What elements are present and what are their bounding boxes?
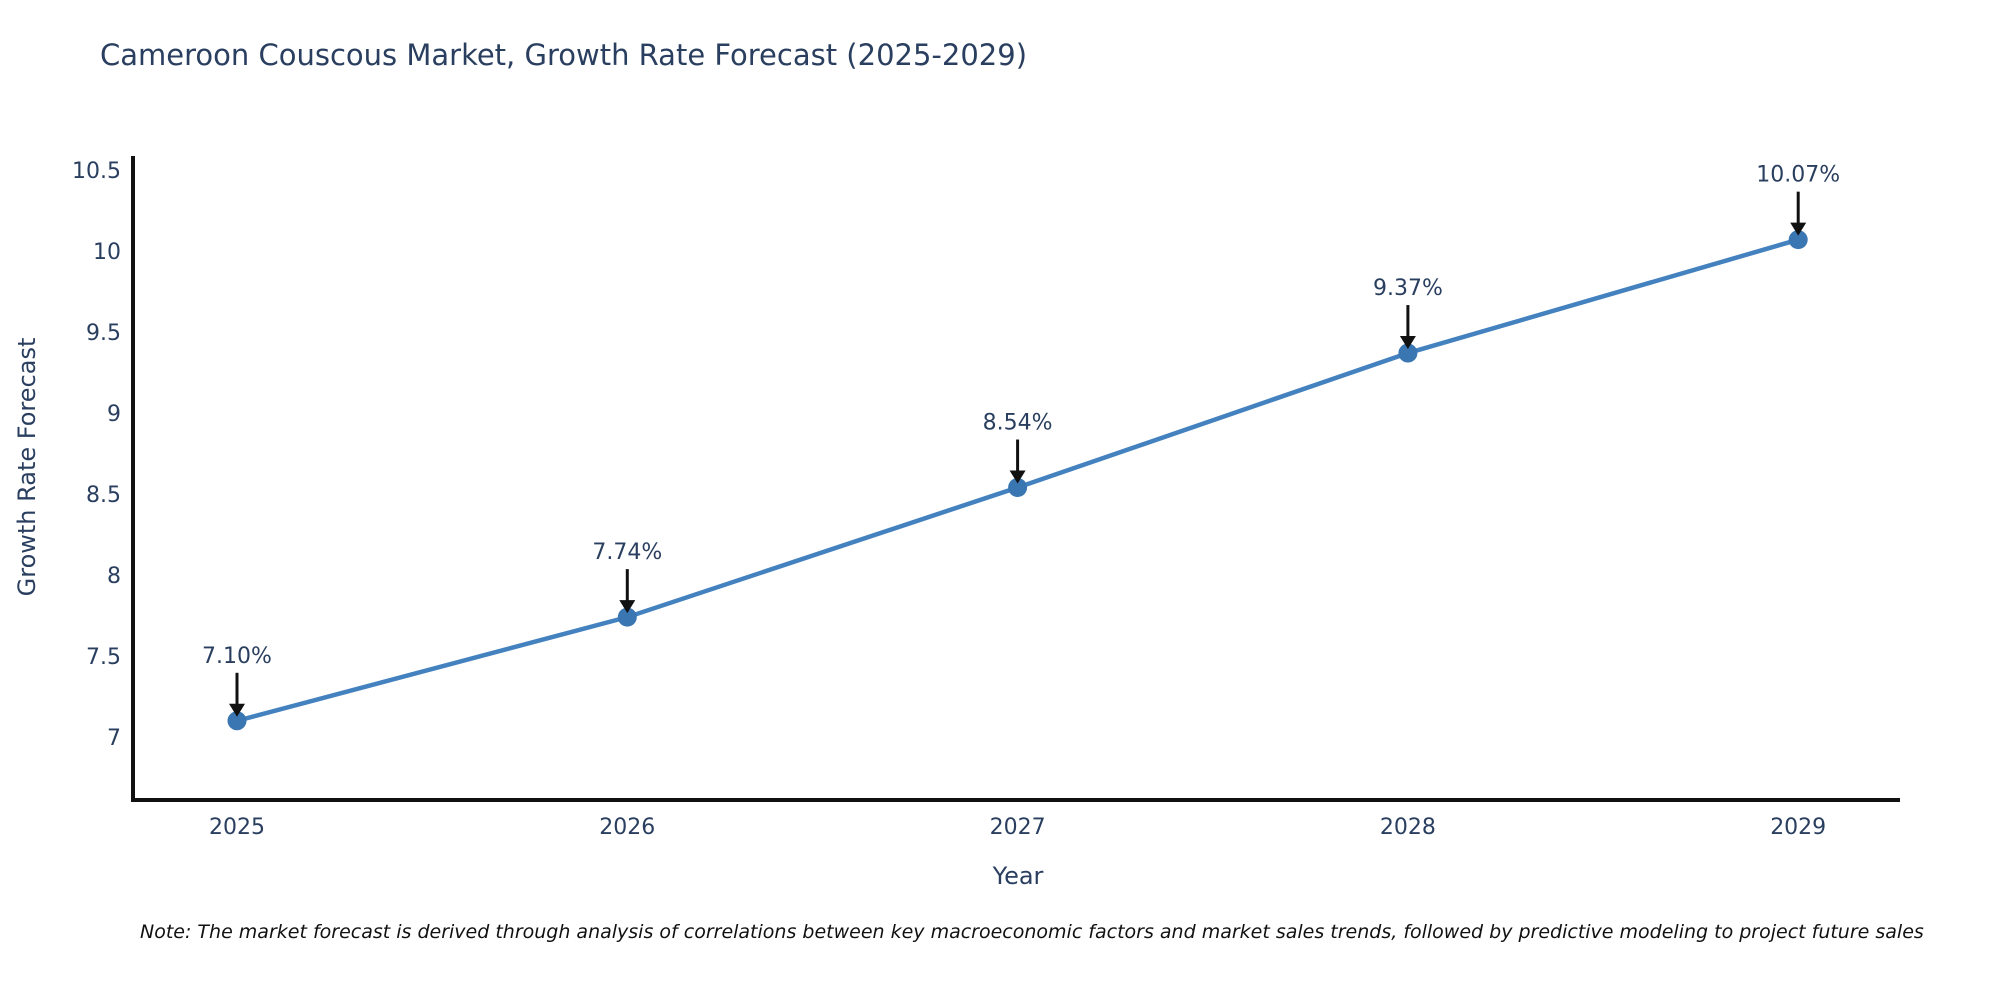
x-tick-label: 2029	[1770, 815, 1826, 840]
chart-note: Note: The market forecast is derived thr…	[140, 921, 1924, 943]
data-point-marker	[1788, 230, 1808, 250]
y-tick-label: 9.5	[86, 321, 121, 346]
data-point-label: 8.54%	[983, 411, 1053, 436]
y-tick-label: 8.5	[86, 483, 121, 508]
data-point-label: 7.10%	[202, 644, 272, 669]
annotation-arrowhead-icon	[1009, 470, 1026, 484]
x-tick-label: 2025	[209, 815, 265, 840]
y-tick-label: 10.5	[72, 159, 121, 184]
x-tick-label: 2026	[599, 815, 655, 840]
y-tick-label: 8	[107, 564, 121, 589]
annotation-arrowhead-icon	[229, 703, 245, 717]
y-tick-label: 10	[93, 240, 121, 265]
data-point-label: 9.37%	[1373, 276, 1443, 301]
data-point-marker	[1398, 343, 1418, 363]
data-point-marker	[1008, 478, 1028, 498]
data-point-marker	[617, 607, 637, 627]
chart-title: Cameroon Couscous Market, Growth Rate Fo…	[100, 38, 1028, 72]
data-point-label: 7.74%	[592, 540, 662, 565]
y-tick-label: 9	[107, 402, 121, 427]
data-point-marker	[227, 711, 247, 731]
annotation-arrowhead-icon	[1399, 336, 1416, 350]
data-point-label: 10.07%	[1756, 163, 1840, 188]
x-tick-label: 2027	[990, 815, 1046, 840]
x-tick-label: 2028	[1380, 815, 1436, 840]
annotation-arrowhead-icon	[1790, 222, 1807, 236]
y-tick-label: 7	[107, 726, 121, 751]
y-tick-label: 7.5	[86, 645, 121, 670]
x-axis-title: Year	[992, 862, 1044, 890]
annotation-arrowhead-icon	[619, 600, 636, 614]
